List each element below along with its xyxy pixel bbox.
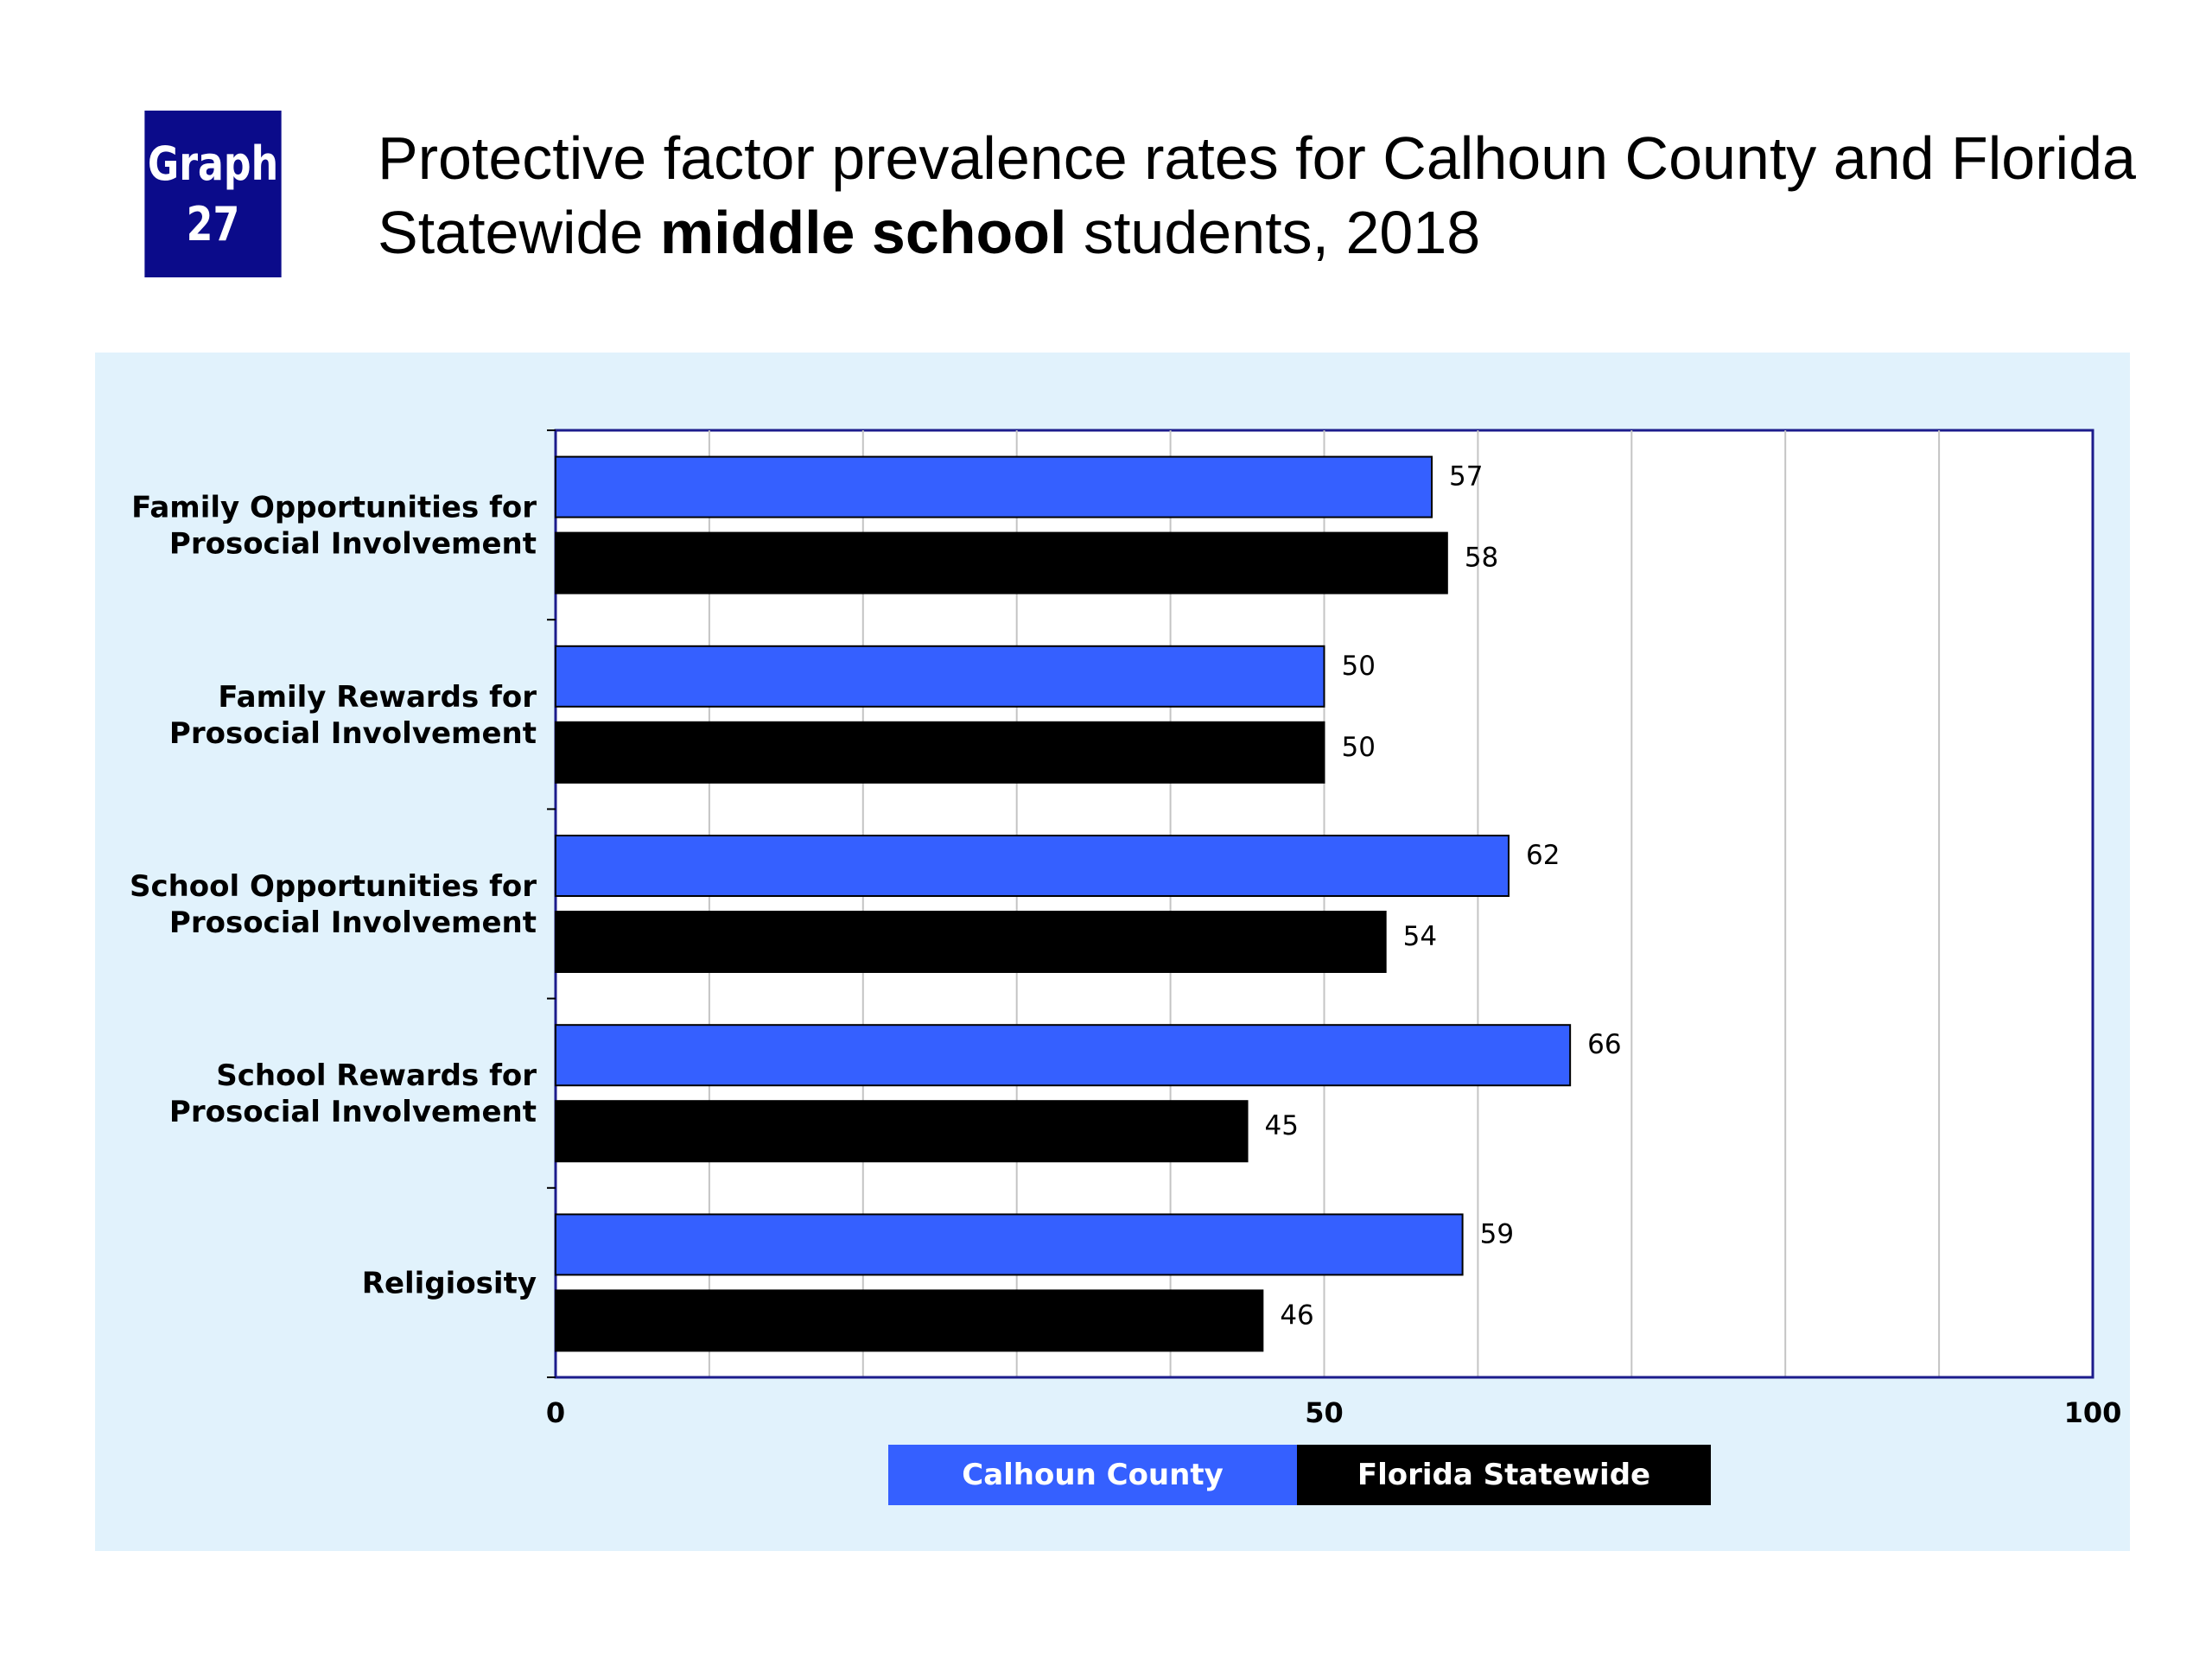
chart-title: Protective factor prevalence rates for C… (378, 121, 2149, 270)
bar-florida-statewide (555, 1100, 1249, 1163)
category-label-line: Prosocial Involvement (169, 527, 537, 562)
bar-calhoun-county (555, 1024, 1572, 1087)
category-label-line: Family Rewards for (218, 680, 537, 715)
x-tick-label: 100 (2064, 1396, 2122, 1429)
data-label-florida-statewide: 45 (1265, 1110, 1299, 1141)
data-label-calhoun-county: 50 (1342, 651, 1376, 682)
category-label-line: School Rewards for (216, 1058, 537, 1093)
bar-florida-statewide (555, 1289, 1264, 1352)
data-label-calhoun-county: 57 (1449, 461, 1483, 493)
category-label-line: Prosocial Involvement (169, 906, 537, 940)
category-label-line: Prosocial Involvement (169, 1095, 537, 1129)
category-label-line: Religiosity (362, 1266, 537, 1300)
category-label: Family Opportunities for Prosocial Involv… (131, 491, 537, 562)
x-tick-label: 0 (546, 1396, 565, 1429)
data-label-florida-statewide: 46 (1280, 1300, 1313, 1331)
data-label-calhoun-county: 62 (1526, 840, 1560, 871)
title-part2: students, 2018 (1066, 199, 1481, 266)
category-label-line: School Opportunities for (130, 869, 537, 904)
category-label: School Opportunities for Prosocial Involv… (130, 869, 537, 940)
bar-calhoun-county (555, 835, 1510, 897)
category-label: School Rewards for Prosocial Involvement (169, 1058, 537, 1129)
bar-calhoun-county (555, 455, 1433, 518)
title-part1: Protective factor prevalence rates for C… (378, 124, 2136, 266)
bar-calhoun-county (555, 645, 1325, 708)
data-label-florida-statewide: 54 (1403, 921, 1437, 952)
legend-label-calhoun-county: Calhoun County (962, 1458, 1224, 1492)
bar-florida-statewide (555, 721, 1325, 784)
legend-label-florida-statewide: Florida Statewide (1357, 1458, 1651, 1492)
legend-item-calhoun-county: Calhoun County (888, 1445, 1297, 1505)
bar-florida-statewide (555, 531, 1448, 594)
data-label-calhoun-county: 66 (1587, 1029, 1621, 1060)
badge-label: Graph (147, 136, 279, 191)
legend: Calhoun County Florida Statewide (888, 1445, 1711, 1505)
data-label-florida-statewide: 58 (1465, 543, 1498, 574)
badge-number: 27 (186, 196, 240, 251)
category-label: Family Rewards for Prosocial Involvement (169, 680, 537, 751)
category-label-line: Prosocial Involvement (169, 716, 537, 751)
category-label-line: Family Opportunities for (131, 491, 537, 525)
x-tick-label: 50 (1305, 1396, 1344, 1429)
bar-florida-statewide (555, 911, 1387, 973)
graph-badge: Graph 27 (144, 111, 282, 277)
data-label-florida-statewide: 50 (1342, 732, 1376, 763)
bar-calhoun-county (555, 1213, 1464, 1276)
category-label: Religiosity (362, 1266, 537, 1300)
title-bold: middle school (659, 199, 1067, 266)
data-label-calhoun-county: 59 (1480, 1218, 1514, 1249)
legend-item-florida-statewide: Florida Statewide (1297, 1445, 1711, 1505)
